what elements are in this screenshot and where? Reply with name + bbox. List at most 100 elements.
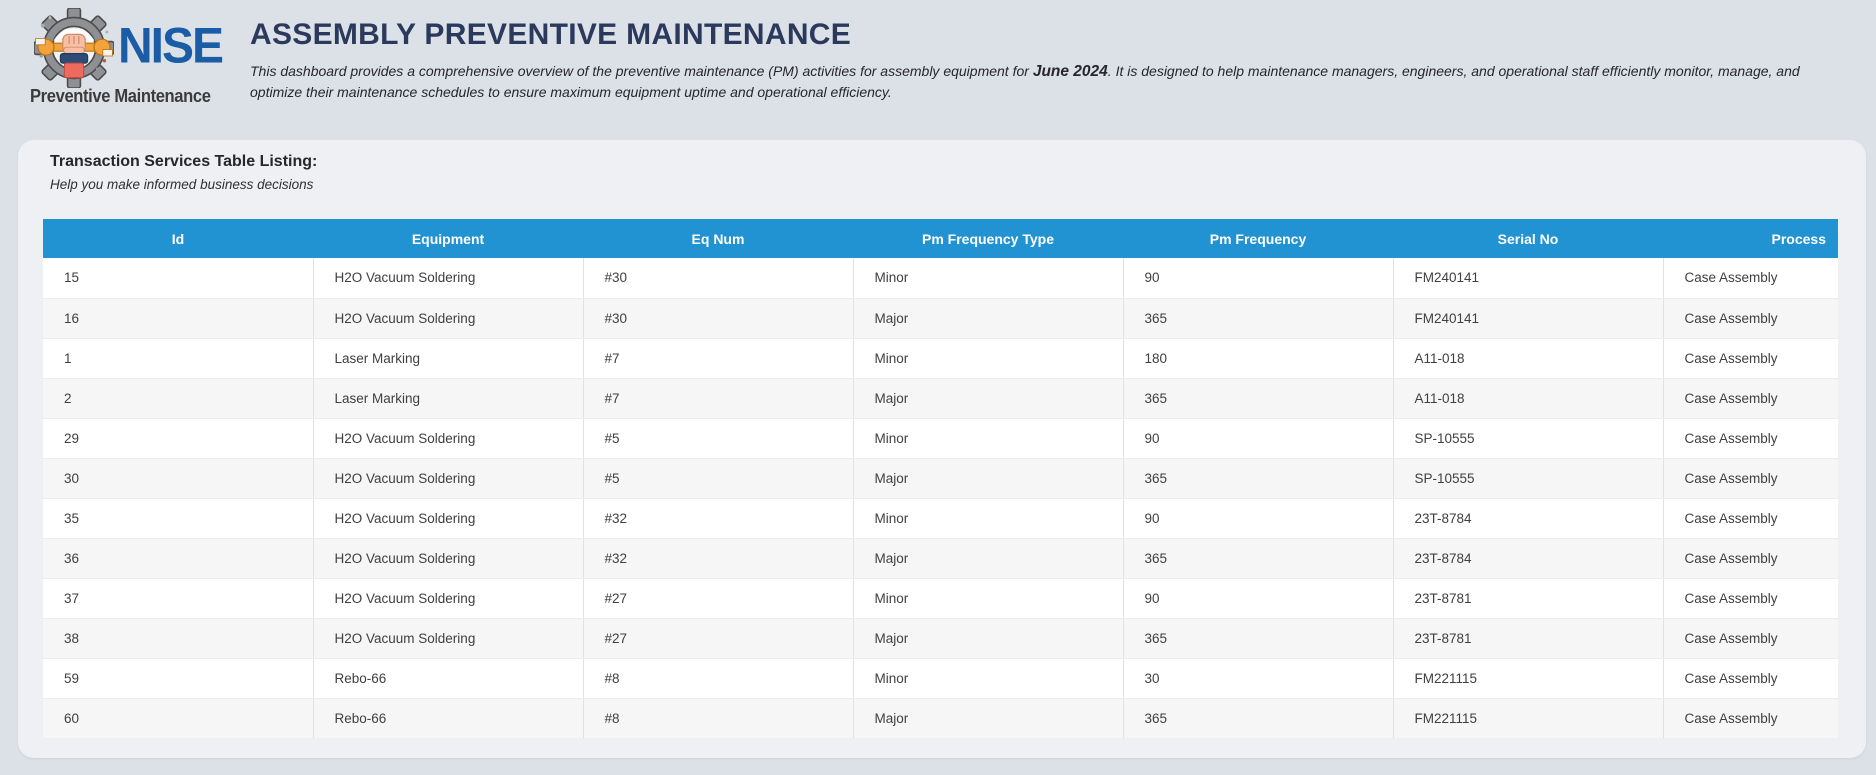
cell-id: 60 — [43, 698, 314, 739]
cell-process: Case Assembly — [1663, 618, 1838, 659]
cell-id: 36 — [43, 538, 314, 579]
cell-pm-frequency: 90 — [1123, 258, 1394, 299]
cell-equipment: H2O Vacuum Soldering — [313, 418, 584, 459]
cell-id: 30 — [43, 458, 314, 499]
cell-serial-no: SP-10555 — [1393, 418, 1664, 459]
column-header-pm-frequency: Pm Frequency — [1123, 219, 1393, 258]
cell-id: 37 — [43, 578, 314, 619]
cell-process: Case Assembly — [1663, 378, 1838, 419]
cell-pm-frequency-type: Minor — [853, 418, 1124, 459]
cell-serial-no: A11-018 — [1393, 338, 1664, 379]
cell-eq-num: #7 — [583, 338, 854, 379]
cell-eq-num: #32 — [583, 538, 854, 579]
cell-process: Case Assembly — [1663, 458, 1838, 499]
cell-pm-frequency: 365 — [1123, 618, 1394, 659]
nise-logo: NISE Preventive Maintenance — [28, 6, 243, 114]
cell-process: Case Assembly — [1663, 698, 1838, 739]
cell-pm-frequency: 365 — [1123, 458, 1394, 499]
cell-pm-frequency: 365 — [1123, 698, 1394, 739]
cell-equipment: Rebo-66 — [313, 658, 584, 699]
cell-pm-frequency: 365 — [1123, 538, 1394, 579]
cell-process: Case Assembly — [1663, 338, 1838, 379]
cell-pm-frequency-type: Major — [853, 458, 1124, 499]
cell-serial-no: 23T-8784 — [1393, 498, 1664, 539]
cell-pm-frequency-type: Minor — [853, 258, 1124, 299]
cell-pm-frequency-type: Major — [853, 378, 1124, 419]
panel-subtitle: Help you make informed business decision… — [50, 177, 314, 192]
cell-serial-no: FM221115 — [1393, 698, 1664, 739]
cell-serial-no: A11-018 — [1393, 378, 1664, 419]
cell-serial-no: SP-10555 — [1393, 458, 1664, 499]
page-title: ASSEMBLY PREVENTIVE MAINTENANCE — [250, 18, 852, 51]
cell-serial-no: FM240141 — [1393, 258, 1664, 299]
cell-pm-frequency-type: Minor — [853, 338, 1124, 379]
cell-id: 38 — [43, 618, 314, 659]
cell-pm-frequency: 365 — [1123, 298, 1394, 339]
cell-eq-num: #27 — [583, 618, 854, 659]
description-text-2: . It is designed to help maintenance man… — [250, 63, 1800, 100]
table-row: 2 Laser Marking #7 Major 365 A11-018 Case Asse… — [43, 378, 1838, 419]
cell-id: 1 — [43, 338, 314, 379]
table-card: Transaction Services Table Listing: Help… — [18, 140, 1866, 758]
table-row: 16 H2O Vacuum Soldering #30 Major 365 FM24014… — [43, 298, 1838, 339]
cell-id: 15 — [43, 258, 314, 299]
cell-pm-frequency: 90 — [1123, 418, 1394, 459]
table-row: 29 H2O Vacuum Soldering #5 Minor 90 SP-10555 C… — [43, 418, 1838, 459]
cell-pm-frequency-type: Minor — [853, 578, 1124, 619]
cell-pm-frequency: 90 — [1123, 498, 1394, 539]
table-row: 35 H2O Vacuum Soldering #32 Minor 90 23T-8784… — [43, 498, 1838, 539]
cell-serial-no: 23T-8781 — [1393, 578, 1664, 619]
cell-equipment: H2O Vacuum Soldering — [313, 578, 584, 619]
cell-process: Case Assembly — [1663, 418, 1838, 459]
cell-equipment: H2O Vacuum Soldering — [313, 538, 584, 579]
column-header-equipment: Equipment — [313, 219, 583, 258]
cell-process: Case Assembly — [1663, 658, 1838, 699]
column-header-serial-no: Serial No — [1393, 219, 1663, 258]
cell-id: 2 — [43, 378, 314, 419]
description-text: This dashboard provides a comprehensive … — [250, 63, 1033, 79]
cell-eq-num: #30 — [583, 258, 854, 299]
cell-pm-frequency-type: Minor — [853, 658, 1124, 699]
logo-name: NISE — [118, 19, 224, 75]
cell-equipment: Laser Marking — [313, 338, 584, 379]
table-row: 15 H2O Vacuum Soldering #30 Minor 90 FM240141… — [43, 258, 1838, 299]
cell-id: 29 — [43, 418, 314, 459]
table-header-row: Id Equipment Eq Num Pm Frequency Type Pm Fre… — [43, 219, 1838, 258]
cell-eq-num: #5 — [583, 458, 854, 499]
cell-pm-frequency-type: Major — [853, 538, 1124, 579]
cell-process: Case Assembly — [1663, 498, 1838, 539]
transaction-table: Id Equipment Eq Num Pm Frequency Type Pm Fre… — [43, 219, 1838, 739]
page-description: This dashboard provides a comprehensive … — [250, 61, 1838, 103]
cell-equipment: H2O Vacuum Soldering — [313, 498, 584, 539]
cell-process: Case Assembly — [1663, 578, 1838, 619]
cell-process: Case Assembly — [1663, 538, 1838, 579]
cell-equipment: H2O Vacuum Soldering — [313, 258, 584, 299]
cell-pm-frequency-type: Major — [853, 298, 1124, 339]
cell-eq-num: #7 — [583, 378, 854, 419]
cell-equipment: Laser Marking — [313, 378, 584, 419]
cell-pm-frequency: 90 — [1123, 578, 1394, 619]
cell-pm-frequency: 180 — [1123, 338, 1394, 379]
cell-pm-frequency-type: Major — [853, 618, 1124, 659]
table-row: 30 H2O Vacuum Soldering #5 Major 365 SP-10555… — [43, 458, 1838, 499]
logo-tagline: Preventive Maintenance — [30, 86, 211, 106]
table-row: 36 H2O Vacuum Soldering #32 Major 365 23T-878… — [43, 538, 1838, 579]
table-row: 60 Rebo-66 #8 Major 365 FM221115 Case Assembly — [43, 698, 1838, 739]
cell-eq-num: #8 — [583, 698, 854, 739]
cell-serial-no: 23T-8781 — [1393, 618, 1664, 659]
cell-id: 16 — [43, 298, 314, 339]
cell-pm-frequency: 365 — [1123, 378, 1394, 419]
panel-title: Transaction Services Table Listing: — [50, 153, 318, 170]
cell-process: Case Assembly — [1663, 258, 1838, 299]
column-header-id: Id — [43, 219, 313, 258]
cell-pm-frequency-type: Minor — [853, 498, 1124, 539]
cell-eq-num: #5 — [583, 418, 854, 459]
column-header-pm-frequency-type: Pm Frequency Type — [853, 219, 1123, 258]
cell-equipment: H2O Vacuum Soldering — [313, 458, 584, 499]
cell-id: 35 — [43, 498, 314, 539]
description-period: June 2024 — [1032, 63, 1108, 80]
column-header-eq-num: Eq Num — [583, 219, 853, 258]
table-row: 37 H2O Vacuum Soldering #27 Minor 90 23T-8781… — [43, 578, 1838, 619]
transaction-table-wrapper: Id Equipment Eq Num Pm Frequency Type Pm Fre… — [43, 219, 1838, 739]
